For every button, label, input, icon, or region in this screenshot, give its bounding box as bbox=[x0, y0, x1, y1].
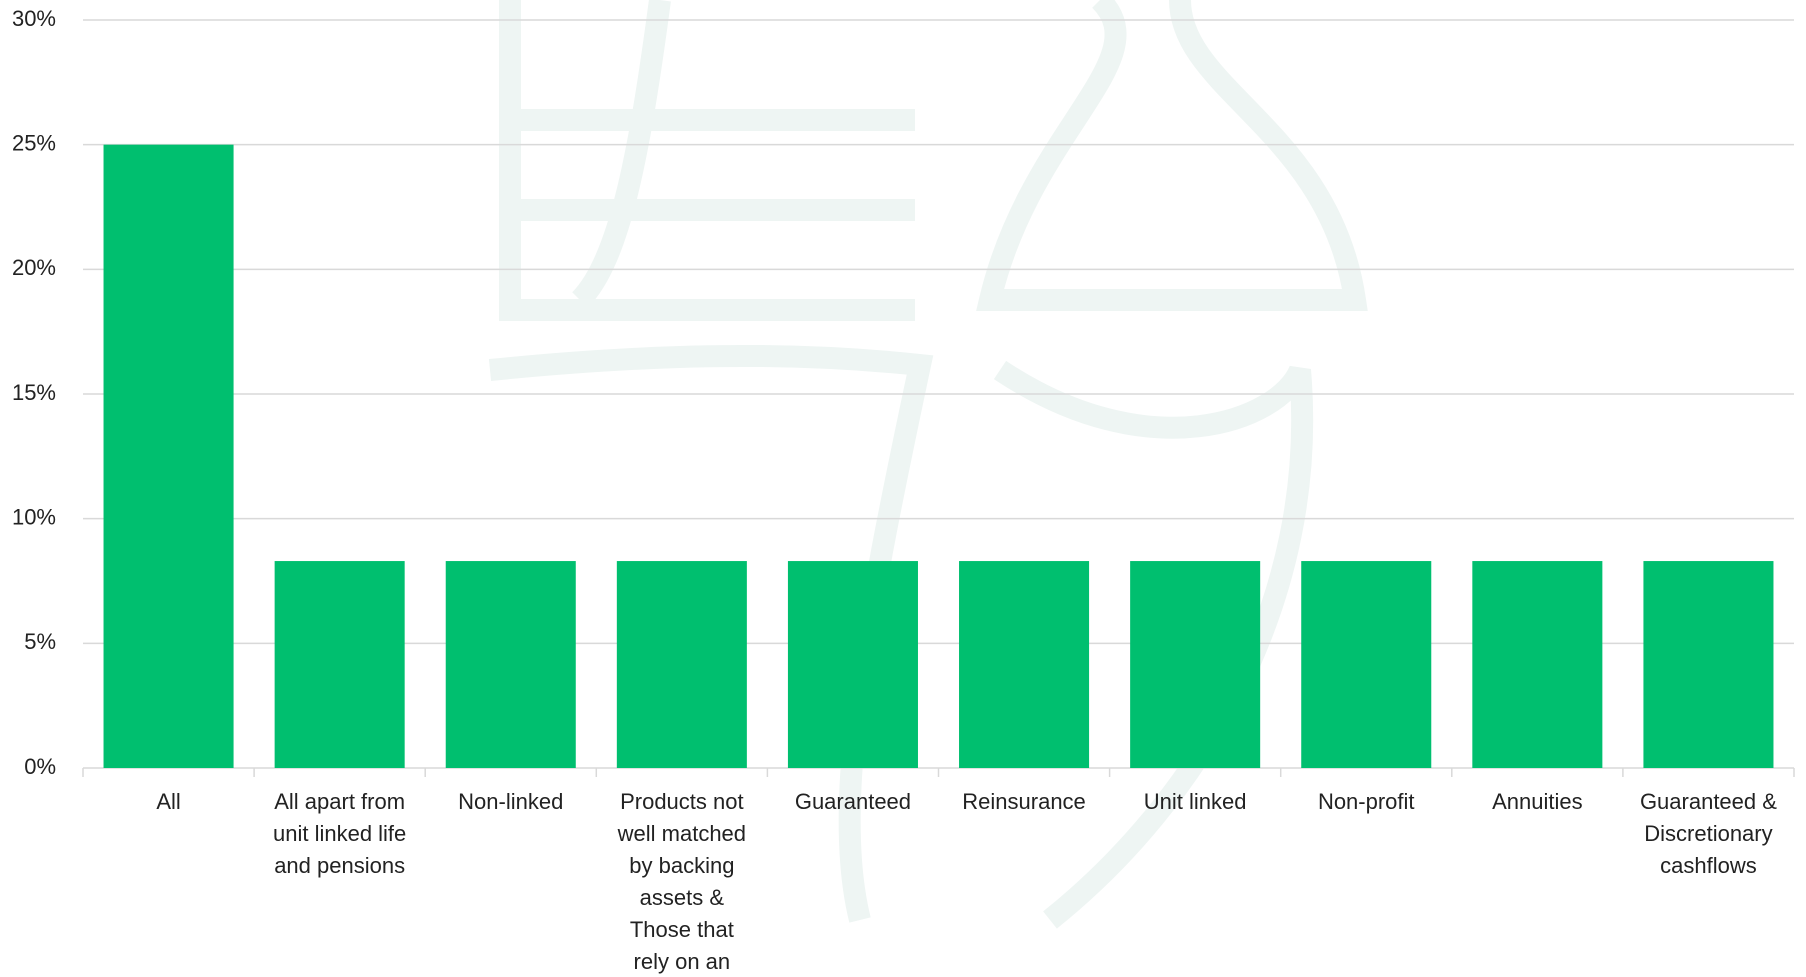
bar bbox=[1301, 561, 1432, 768]
x-tick-label: Guaranteed & Discretionary cashflows bbox=[1639, 789, 1777, 878]
x-tick-label: Guaranteed bbox=[794, 789, 912, 814]
x-tick-label-box: Non-linked bbox=[458, 789, 564, 814]
bar bbox=[445, 561, 576, 768]
x-tick-label-box: Reinsurance bbox=[962, 789, 1086, 814]
y-tick-label: 10% bbox=[12, 504, 56, 529]
x-tick-label: All bbox=[156, 789, 181, 814]
x-tick-label-box: Unit linked bbox=[1143, 789, 1247, 814]
bar bbox=[274, 561, 405, 768]
y-tick-label: 15% bbox=[12, 380, 56, 405]
y-tick-label: 25% bbox=[12, 130, 56, 155]
bar bbox=[1643, 561, 1774, 768]
y-tick-label: 20% bbox=[12, 255, 56, 280]
bar bbox=[616, 561, 747, 768]
bar bbox=[1130, 561, 1261, 768]
bar bbox=[1472, 561, 1603, 768]
bar bbox=[959, 561, 1090, 768]
x-tick-label: All apart from unit linked life and pens… bbox=[272, 789, 407, 878]
x-tick-label-box: All apart from unit linked life and pens… bbox=[272, 789, 407, 878]
x-tick-label-box: Non-profit bbox=[1317, 789, 1415, 814]
x-tick-label-box: Guaranteed bbox=[794, 789, 912, 814]
x-tick-label-box: Guaranteed & Discretionary cashflows bbox=[1639, 789, 1777, 878]
x-tick-label: Non-linked bbox=[458, 789, 564, 814]
y-tick-label: 5% bbox=[24, 629, 56, 654]
bar bbox=[787, 561, 918, 768]
x-tick-label-box: All bbox=[156, 789, 181, 814]
x-tick-label: Products not well matched by backing ass… bbox=[617, 789, 747, 974]
y-tick-label: 0% bbox=[24, 754, 56, 779]
x-tick-label: Unit linked bbox=[1143, 789, 1247, 814]
x-tick-label: Non-profit bbox=[1317, 789, 1415, 814]
x-tick-label-box: Annuities bbox=[1492, 789, 1583, 814]
x-tick-label: Annuities bbox=[1492, 789, 1583, 814]
bar bbox=[103, 144, 234, 768]
x-tick-label-box: Products not well matched by backing ass… bbox=[617, 789, 747, 974]
watermark bbox=[488, 0, 1368, 929]
y-tick-label: 30% bbox=[12, 6, 56, 31]
x-tick-label: Reinsurance bbox=[962, 789, 1086, 814]
